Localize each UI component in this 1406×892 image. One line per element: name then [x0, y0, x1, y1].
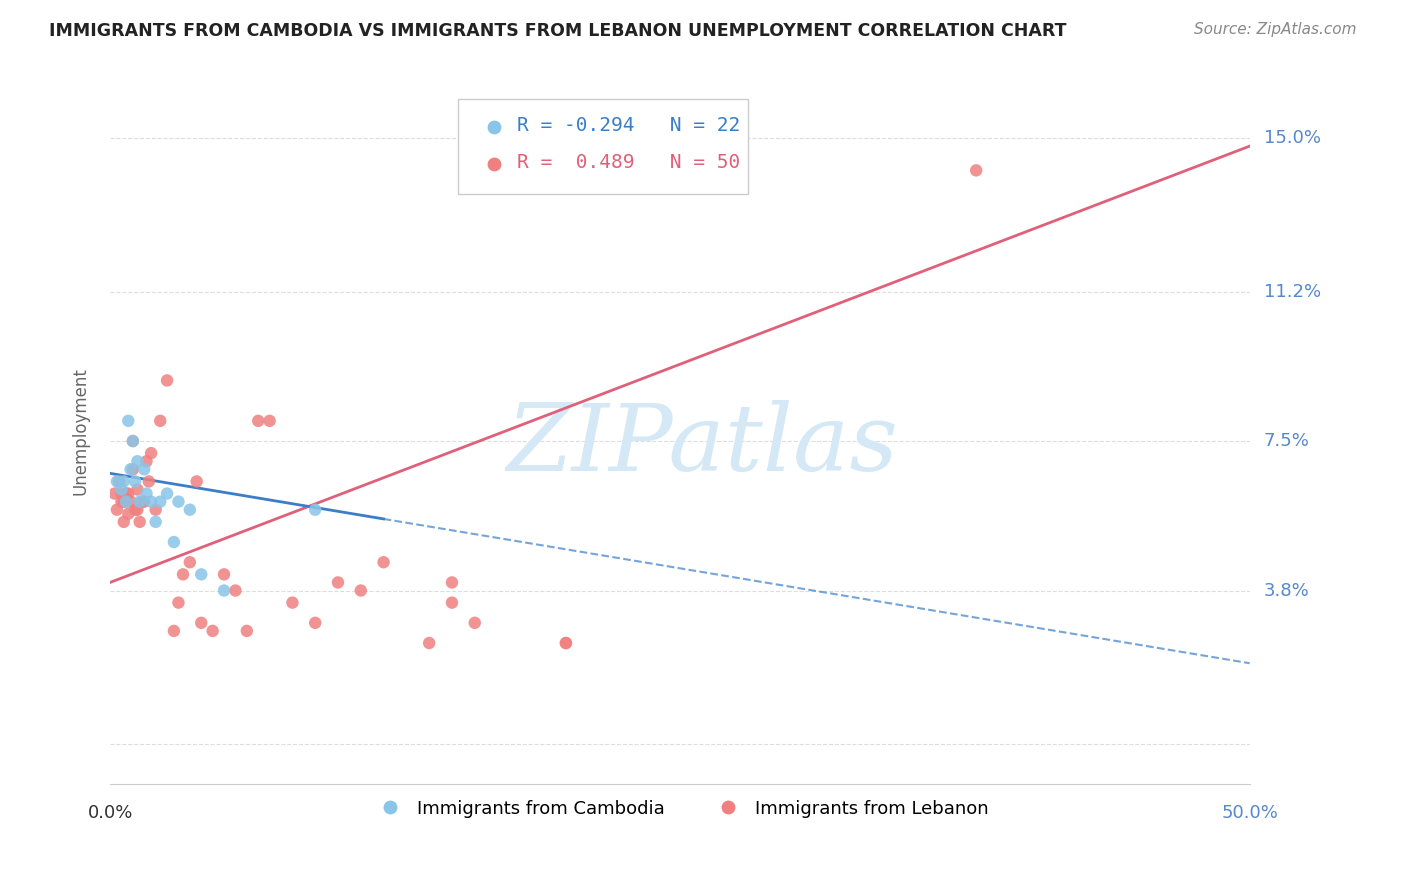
Point	[128, 494, 150, 508]
Y-axis label: Unemployment: Unemployment	[72, 367, 89, 495]
Point	[212, 583, 235, 598]
Point	[201, 624, 224, 638]
Point	[190, 615, 212, 630]
Point	[350, 583, 373, 598]
Point	[110, 494, 132, 508]
Point	[121, 434, 143, 448]
Point	[121, 462, 143, 476]
Point	[186, 475, 208, 489]
Point	[105, 502, 128, 516]
Point	[259, 414, 281, 428]
Point	[112, 475, 135, 489]
Point	[112, 494, 135, 508]
FancyBboxPatch shape	[458, 99, 748, 194]
Text: 50.0%: 50.0%	[1222, 804, 1278, 822]
Point	[156, 373, 179, 387]
Point	[440, 575, 463, 590]
Text: 0.0%: 0.0%	[87, 804, 132, 822]
Point	[108, 475, 131, 489]
Text: 3.8%: 3.8%	[1264, 582, 1309, 599]
Point	[373, 555, 395, 569]
Point	[124, 502, 146, 516]
Point	[115, 486, 138, 500]
Point	[117, 507, 139, 521]
Text: R =  0.489   N = 50: R = 0.489 N = 50	[517, 153, 740, 172]
Point	[304, 502, 326, 516]
Point	[236, 624, 259, 638]
Point	[120, 494, 142, 508]
Point	[163, 624, 186, 638]
Text: Source: ZipAtlas.com: Source: ZipAtlas.com	[1194, 22, 1357, 37]
Point	[149, 414, 172, 428]
Point	[117, 414, 139, 428]
Point	[127, 502, 149, 516]
Point	[172, 567, 194, 582]
Point	[120, 462, 142, 476]
Point	[134, 494, 156, 508]
Point	[139, 446, 162, 460]
Point	[121, 434, 143, 448]
Point	[555, 636, 578, 650]
Point	[156, 486, 179, 500]
Point	[127, 454, 149, 468]
Point	[135, 454, 157, 468]
Text: 7.5%: 7.5%	[1264, 432, 1309, 450]
Point	[326, 575, 349, 590]
Point	[179, 555, 201, 569]
Text: 15.0%: 15.0%	[1264, 129, 1320, 147]
Text: ZIPatlas: ZIPatlas	[506, 401, 898, 490]
Point	[139, 494, 162, 508]
Point	[163, 535, 186, 549]
Point	[247, 414, 270, 428]
Point	[131, 494, 153, 508]
Point	[167, 494, 190, 508]
Point	[149, 494, 172, 508]
Text: 11.2%: 11.2%	[1264, 283, 1320, 301]
Text: IMMIGRANTS FROM CAMBODIA VS IMMIGRANTS FROM LEBANON UNEMPLOYMENT CORRELATION CHA: IMMIGRANTS FROM CAMBODIA VS IMMIGRANTS F…	[49, 22, 1067, 40]
Point	[110, 486, 132, 500]
Point	[127, 483, 149, 497]
Point	[555, 636, 578, 650]
Point	[115, 494, 138, 508]
Point	[128, 515, 150, 529]
Point	[117, 486, 139, 500]
Point	[224, 583, 246, 598]
Point	[112, 515, 135, 529]
Point	[464, 615, 486, 630]
Point	[440, 596, 463, 610]
Point	[104, 486, 127, 500]
Text: R = -0.294   N = 22: R = -0.294 N = 22	[517, 116, 740, 135]
Point	[135, 486, 157, 500]
Point	[418, 636, 440, 650]
Point	[190, 567, 212, 582]
Point	[124, 475, 146, 489]
Point	[212, 567, 235, 582]
Point	[965, 163, 987, 178]
Point	[304, 615, 326, 630]
Point	[138, 475, 160, 489]
Point	[105, 475, 128, 489]
Point	[115, 494, 138, 508]
Legend: Immigrants from Cambodia, Immigrants from Lebanon: Immigrants from Cambodia, Immigrants fro…	[364, 792, 995, 825]
Point	[179, 502, 201, 516]
Point	[110, 483, 132, 497]
Point	[145, 515, 167, 529]
Point	[145, 502, 167, 516]
Point	[134, 462, 156, 476]
Point	[281, 596, 304, 610]
Point	[167, 596, 190, 610]
